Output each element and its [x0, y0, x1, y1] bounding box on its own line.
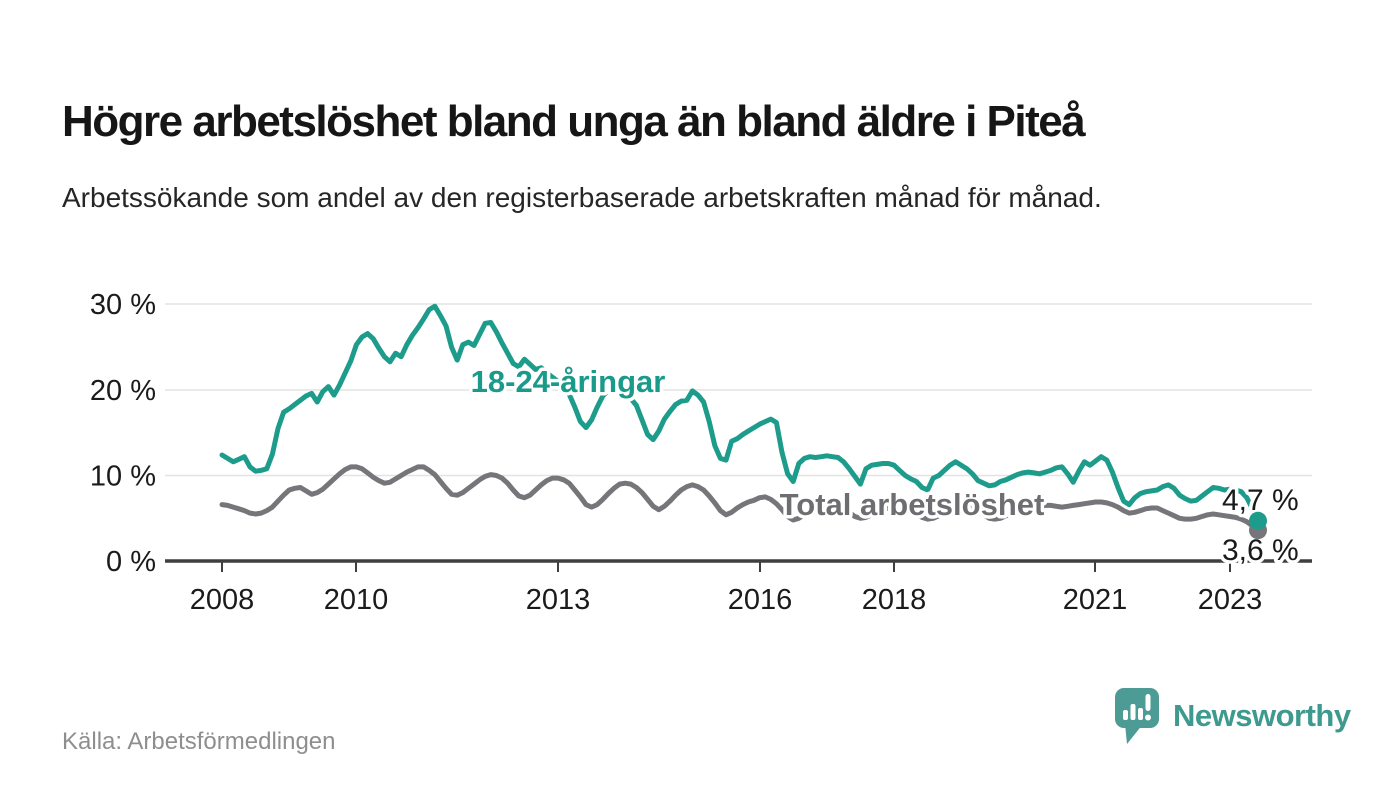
y-axis-labels: 30 % 20 % 10 % 0 % [90, 289, 156, 578]
youth-end-dot [1249, 511, 1267, 530]
page-title: Högre arbetslöshet bland unga än bland ä… [62, 97, 1086, 147]
gridlines [165, 303, 1312, 477]
x-axis-labels: 2008 2010 2013 2016 2018 2021 2023 [190, 584, 1263, 616]
x-tick-2008: 2008 [190, 584, 255, 616]
x-tick-2023: 2023 [1198, 584, 1263, 616]
total-unemployment-line [219, 464, 1261, 533]
y-tick-10: 10 % [90, 461, 156, 493]
x-axis-ticks [221, 562, 1231, 572]
y-tick-0: 0 % [106, 546, 156, 578]
youth-end-value-label: 4,7 % [1222, 484, 1299, 517]
total-series-label: Total arbetslöshet [780, 487, 1045, 522]
unemployment-line-chart: 30 % 20 % 10 % 0 % 2008 2010 2013 2016 2… [90, 289, 1312, 616]
total-end-value-label: 3,6 % [1222, 534, 1299, 567]
chart-subtitle: Arbetssökande som andel av den registerb… [62, 182, 1102, 213]
x-tick-2013: 2013 [526, 584, 591, 616]
y-tick-30: 30 % [90, 289, 156, 321]
newsworthy-logo-icon [1115, 688, 1159, 744]
x-tick-2021: 2021 [1063, 584, 1128, 616]
youth-series-label: 18-24-åringar [471, 364, 666, 399]
chart-area: 30 % 20 % 10 % 0 % 2008 2010 2013 2016 2… [0, 270, 1400, 630]
x-tick-2018: 2018 [862, 584, 927, 616]
source-attribution: Källa: Arbetsförmedlingen [62, 728, 336, 755]
y-tick-20: 20 % [90, 375, 156, 407]
newsworthy-wordmark: Newsworthy [1173, 698, 1351, 733]
youth-unemployment-line [219, 303, 1261, 524]
newsworthy-brand: Newsworthy [1113, 686, 1351, 746]
x-tick-2010: 2010 [324, 584, 389, 616]
x-tick-2016: 2016 [728, 584, 793, 616]
